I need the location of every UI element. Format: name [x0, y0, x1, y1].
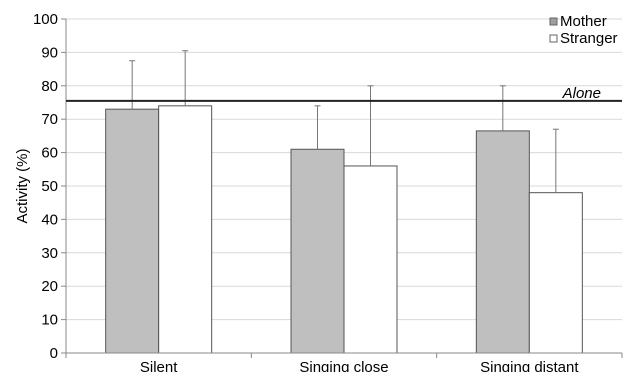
category-label: Singing distant: [480, 359, 579, 372]
legend-swatch-stranger: [549, 34, 558, 43]
category-label: Silent: [140, 359, 178, 372]
bar-stranger-3: [528, 192, 583, 354]
bar-mother-1: [105, 108, 160, 354]
y-tick-label: 100: [33, 11, 58, 28]
bar-mother-2: [290, 148, 345, 354]
bar-mother-3: [475, 130, 530, 354]
bars: [105, 105, 583, 354]
y-axis-title: Activity (%): [14, 148, 31, 223]
axes: [61, 18, 623, 358]
reference-line-label: Alone: [562, 85, 601, 102]
legend: Mother Stranger: [549, 13, 618, 47]
legend-label-stranger: Stranger: [560, 30, 618, 47]
y-tick-label: 0: [50, 345, 58, 362]
y-tick-label: 50: [41, 178, 58, 195]
y-tick-label: 30: [41, 245, 58, 262]
bar-stranger-1: [158, 105, 213, 354]
y-tick-labels: 0 10 20 30 40 50 60 70 80 90 100: [33, 11, 58, 362]
legend-swatch-mother: [549, 17, 558, 26]
y-tick-label: 80: [41, 78, 58, 95]
legend-label-mother: Mother: [560, 13, 607, 30]
y-tick-label: 10: [41, 312, 58, 329]
y-tick-label: 60: [41, 145, 58, 162]
y-tick-label: 70: [41, 111, 58, 128]
category-labels: Silent Singing close Singing distant: [140, 359, 579, 372]
y-tick-label: 20: [41, 278, 58, 295]
y-tick-label: 40: [41, 211, 58, 228]
reference-line-group: Alone: [66, 85, 622, 102]
y-tick-label: 90: [41, 44, 58, 61]
category-label: Singing close: [299, 359, 388, 372]
bar-stranger-2: [343, 165, 398, 354]
